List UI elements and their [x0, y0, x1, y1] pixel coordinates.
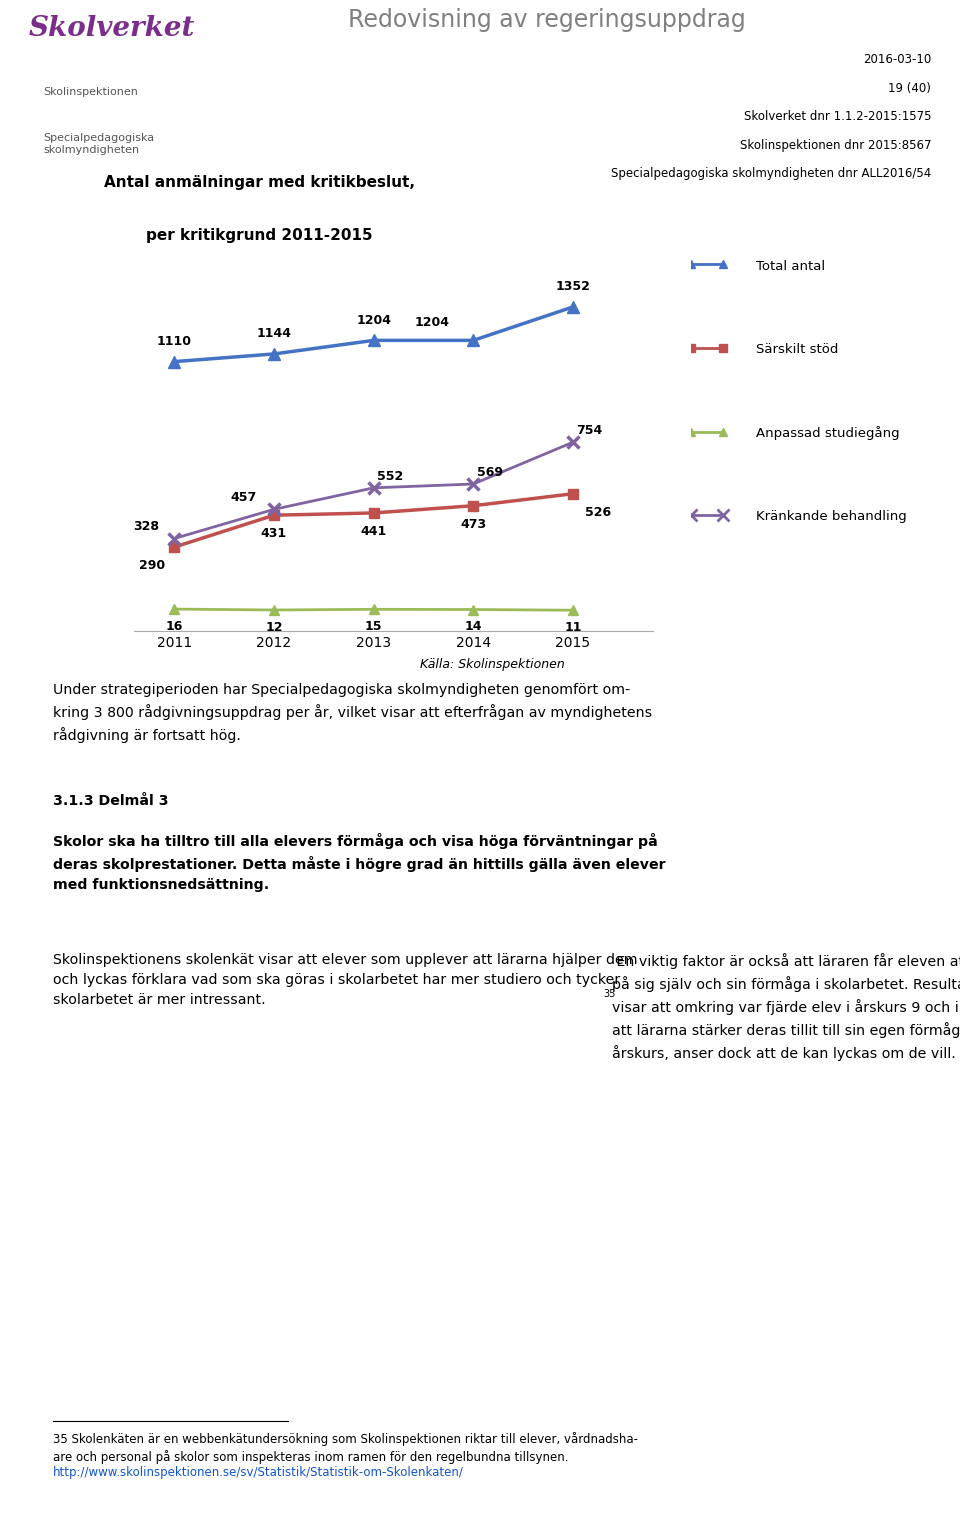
Text: 1144: 1144	[256, 327, 292, 340]
Text: Skolinspektionen: Skolinspektionen	[43, 88, 138, 97]
Text: Anpassad studiegång: Anpassad studiegång	[756, 426, 900, 441]
Text: Specialpedagogiska skolmyndigheten dnr ALL2016/54: Specialpedagogiska skolmyndigheten dnr A…	[611, 167, 931, 181]
Text: 473: 473	[460, 518, 487, 530]
Text: 1352: 1352	[556, 280, 590, 293]
Text: 19 (40): 19 (40)	[888, 82, 931, 94]
Text: Särskilt stöd: Särskilt stöd	[756, 344, 838, 356]
Text: 1204: 1204	[356, 313, 391, 327]
Text: Skolinspektionen dnr 2015:8567: Skolinspektionen dnr 2015:8567	[740, 138, 931, 152]
Text: 457: 457	[230, 491, 256, 505]
Text: 35 Skolenkäten är en webbenkätundersökning som Skolinspektionen riktar till elev: 35 Skolenkäten är en webbenkätundersökni…	[53, 1432, 637, 1464]
Text: 754: 754	[577, 424, 603, 436]
Text: 16: 16	[165, 620, 183, 632]
Text: 35: 35	[603, 990, 615, 999]
Text: En viktig faktor är också att läraren får eleven att tro
på sig själv och sin fö: En viktig faktor är också att läraren få…	[612, 953, 960, 1061]
Text: 3.1.3 Delmål 3: 3.1.3 Delmål 3	[53, 795, 168, 809]
Text: 12: 12	[265, 620, 282, 634]
Text: 1204: 1204	[414, 316, 449, 330]
Text: Under strategiperioden har Specialpedagogiska skolmyndigheten genomfört om-
krin: Under strategiperioden har Specialpedago…	[53, 682, 652, 743]
Text: 441: 441	[361, 526, 387, 538]
Text: Skolverket dnr 1.1.2-2015:1575: Skolverket dnr 1.1.2-2015:1575	[744, 111, 931, 123]
Text: 14: 14	[465, 620, 482, 634]
Text: 1110: 1110	[156, 334, 192, 348]
Text: 431: 431	[261, 527, 287, 541]
Text: 290: 290	[139, 559, 165, 573]
Text: Skolverket: Skolverket	[29, 15, 195, 43]
Text: per kritikgrund 2011-2015: per kritikgrund 2011-2015	[146, 228, 372, 243]
Text: Skolinspektionens skolenkät visar att elever som upplever att lärarna hjälper de: Skolinspektionens skolenkät visar att el…	[53, 953, 637, 1008]
Text: 328: 328	[133, 520, 159, 534]
Text: 2016-03-10: 2016-03-10	[863, 53, 931, 67]
Text: Redovisning av regeringsuppdrag: Redovisning av regeringsuppdrag	[348, 8, 746, 32]
Text: Specialpedagogiska
skolmyndigheten: Specialpedagogiska skolmyndigheten	[43, 134, 155, 155]
Text: 11: 11	[564, 622, 582, 634]
Text: Kränkande behandling: Kränkande behandling	[756, 511, 906, 523]
Text: Antal anmälningar med kritikbeslut,: Antal anmälningar med kritikbeslut,	[104, 175, 415, 190]
Text: 569: 569	[477, 465, 503, 479]
Text: Skolor ska ha tilltro till alla elevers förmåga och visa höga förväntningar på
d: Skolor ska ha tilltro till alla elevers …	[53, 833, 665, 892]
Text: Total antal: Total antal	[756, 260, 825, 272]
Text: 15: 15	[365, 620, 382, 634]
Text: http://www.skolinspektionen.se/sv/Statistik/Statistik-om-Skolenkaten/: http://www.skolinspektionen.se/sv/Statis…	[53, 1465, 464, 1479]
Text: 552: 552	[377, 470, 403, 482]
Text: 526: 526	[585, 506, 612, 518]
Text: Källa: Skolinspektionen: Källa: Skolinspektionen	[420, 658, 564, 672]
